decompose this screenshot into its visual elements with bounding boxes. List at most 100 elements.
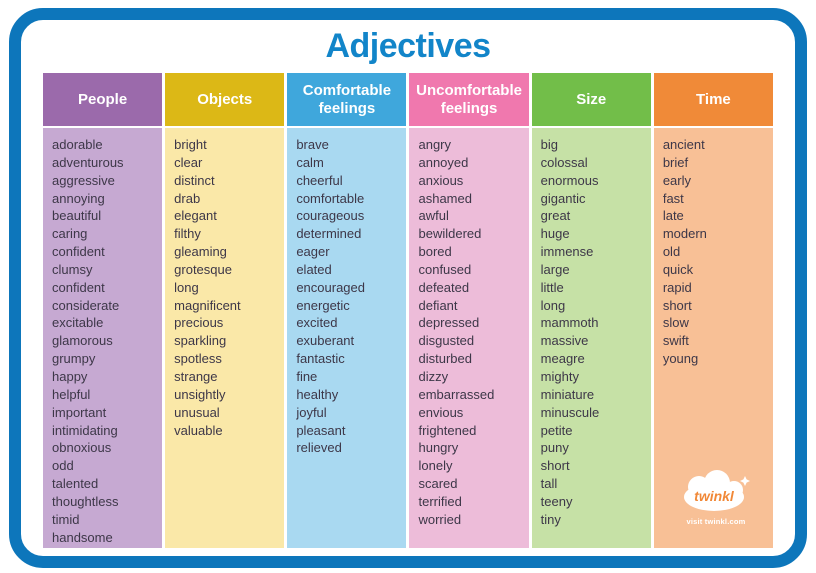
word: bright: [174, 137, 207, 152]
word: frightened: [418, 422, 477, 438]
word: enormous: [540, 172, 599, 188]
word: scared: [418, 476, 458, 492]
word: lonely: [418, 458, 453, 474]
word: immense: [540, 244, 594, 260]
column-body: bright clear distinct drab elegant filthy glea…: [165, 128, 285, 548]
word: defeated: [418, 279, 470, 295]
word: aggressive: [52, 172, 115, 188]
word: tiny: [540, 511, 561, 527]
word: elated: [296, 261, 332, 277]
adjective-column: Comfortable feelings brave calm cheerful co…: [287, 73, 407, 548]
word-list: brave calm cheerful comfortable courageous de…: [296, 136, 402, 457]
word: short: [662, 297, 692, 313]
word: early: [662, 172, 692, 188]
word: fine: [296, 368, 318, 384]
word: short: [540, 458, 570, 474]
word: minuscule: [540, 404, 600, 420]
word: precious: [174, 315, 224, 331]
word: dizzy: [418, 368, 449, 384]
word: encouraged: [296, 279, 365, 295]
word: hungry: [418, 440, 459, 456]
word: healthy: [296, 386, 339, 402]
word: great: [540, 208, 571, 224]
column-body: big colossal enormous gigantic great huge imme…: [531, 128, 651, 548]
word: slow: [662, 315, 689, 331]
word: mammoth: [540, 315, 599, 331]
word: defiant: [418, 297, 458, 313]
word: terrified: [418, 493, 462, 509]
word: brave: [296, 137, 329, 152]
word: meagre: [540, 351, 585, 367]
page-title: Adjectives: [325, 27, 491, 65]
word: caring: [52, 226, 88, 242]
word: colossal: [540, 154, 588, 170]
word: determined: [296, 226, 362, 242]
word: fantastic: [296, 351, 345, 367]
word: big: [540, 137, 559, 152]
word: gigantic: [540, 190, 586, 206]
word: miniature: [540, 386, 595, 402]
word: talented: [52, 476, 99, 492]
word: courageous: [296, 208, 365, 224]
word: tall: [540, 476, 558, 492]
word: timid: [52, 511, 80, 527]
column-header-label: Comfortable feelings: [302, 81, 392, 117]
column-body: angry annoyed anxious ashamed awful bewildere…: [409, 128, 529, 548]
word: confident: [52, 244, 105, 260]
word: annoyed: [418, 154, 469, 170]
column-header-label: Size: [576, 90, 607, 108]
word: excited: [296, 315, 338, 331]
word-list: big colossal enormous gigantic great huge imme…: [541, 136, 647, 529]
column-header-label: Time: [696, 90, 731, 108]
word: glamorous: [52, 333, 113, 349]
word: cheerful: [296, 172, 343, 188]
word: happy: [52, 368, 88, 384]
adjective-column: People adorable adventurous aggressive anno…: [43, 73, 163, 548]
word: valuable: [174, 422, 223, 438]
adjectives-table: twinkl visit twinkl.com People adorable a…: [43, 73, 773, 548]
column-header: Uncomfortable feelings: [409, 73, 529, 126]
word: angry: [418, 137, 452, 152]
word: ashamed: [418, 190, 472, 206]
word: young: [662, 351, 699, 367]
word: thoughtless: [52, 493, 119, 509]
word: handsome: [52, 529, 113, 545]
word: important: [52, 404, 107, 420]
word: teeny: [540, 493, 573, 509]
word: rapid: [662, 279, 692, 295]
word: clumsy: [52, 261, 93, 277]
word: odd: [52, 458, 74, 474]
twinkl-logo: twinkl visit twinkl.com: [673, 468, 759, 526]
word: massive: [540, 333, 589, 349]
word: long: [174, 279, 199, 295]
word: elegant: [174, 208, 217, 224]
word: swift: [662, 333, 689, 349]
adjective-column: Objects bright clear distinct drab elegant fi…: [165, 73, 285, 548]
word: relieved: [296, 440, 342, 456]
adjective-column: Uncomfortable feelings angry annoyed anxio…: [409, 73, 529, 548]
word: calm: [296, 154, 324, 170]
column-body: adorable adventurous aggressive annoying bea…: [43, 128, 163, 548]
word: bewildered: [418, 226, 482, 242]
twinkl-cloud-icon: twinkl: [684, 470, 750, 511]
word: distinct: [174, 172, 215, 188]
word: adorable: [52, 137, 103, 152]
word: envious: [418, 404, 464, 420]
word: annoying: [52, 190, 105, 206]
word: magnificent: [174, 297, 241, 313]
word: unsightly: [174, 386, 226, 402]
word: gleaming: [174, 244, 227, 260]
column-body: brave calm cheerful comfortable courageous de…: [287, 128, 407, 548]
word: grotesque: [174, 261, 232, 277]
column-header-label: Uncomfortable feelings: [416, 81, 522, 117]
word: eager: [296, 244, 330, 260]
word: puny: [540, 440, 569, 456]
word: comfortable: [296, 190, 365, 206]
word: confident: [52, 279, 105, 295]
word-list: adorable adventurous aggressive annoying bea…: [52, 136, 158, 546]
word: helpful: [52, 386, 91, 402]
poster-frame: Adjectives twinkl visit twinkl.com: [9, 8, 807, 568]
word: old: [662, 244, 681, 260]
word: petite: [540, 422, 573, 438]
